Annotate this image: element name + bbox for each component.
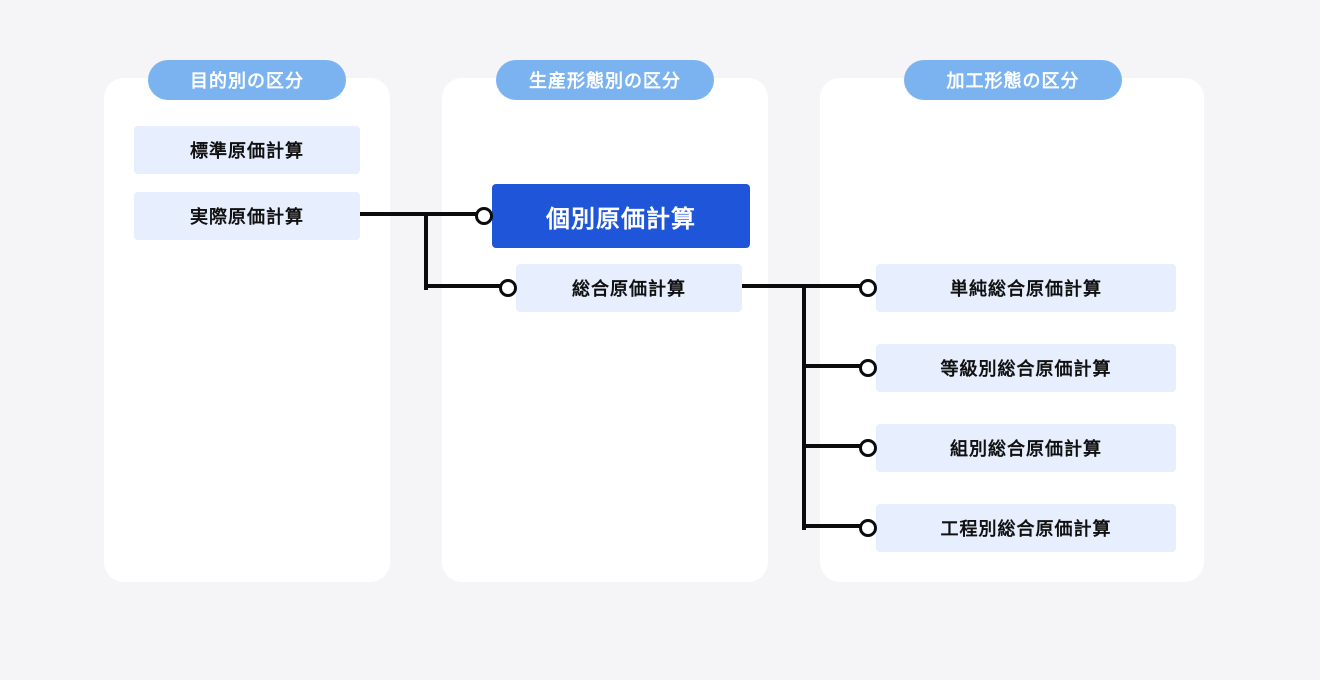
diagram-stage: 目的別の区分 生産形態別の区分 加工形態の区分標準原価計算実際原価計算 個別原価計算総… xyxy=(0,0,1320,680)
node-actual: 実際原価計算 xyxy=(134,192,360,240)
connector-ring xyxy=(859,439,877,457)
connector xyxy=(426,284,508,288)
node-group: 組別総合原価計算 xyxy=(876,424,1176,472)
connector xyxy=(424,214,428,290)
node-grade: 等級別総合原価計算 xyxy=(876,344,1176,392)
connector-ring xyxy=(859,279,877,297)
connector-ring xyxy=(859,519,877,537)
node-standard: 標準原価計算 xyxy=(134,126,360,174)
pill-production: 生産形態別の区分 xyxy=(496,60,714,100)
connector-ring xyxy=(499,279,517,297)
pill-purpose: 目的別の区分 xyxy=(148,60,346,100)
node-individual: 個別原価計算 xyxy=(492,184,750,248)
node-process: 工程別総合原価計算 xyxy=(876,504,1176,552)
card-production xyxy=(442,78,768,582)
connector-ring xyxy=(475,207,493,225)
connector xyxy=(360,212,484,216)
connector xyxy=(802,286,806,530)
node-total: 総合原価計算 xyxy=(516,264,742,312)
node-simple: 単純総合原価計算 xyxy=(876,264,1176,312)
connector-ring xyxy=(859,359,877,377)
pill-processing: 加工形態の区分 xyxy=(904,60,1122,100)
